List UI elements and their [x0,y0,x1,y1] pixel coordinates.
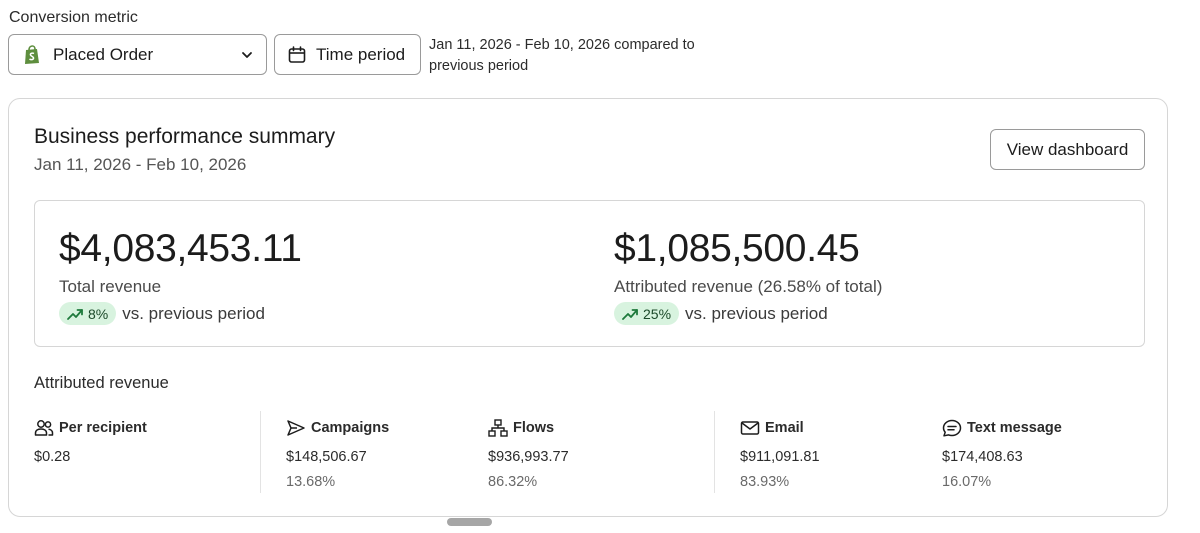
message-icon [942,419,962,437]
attributed-revenue-value: $1,085,500.45 [614,227,860,270]
comparison-text: vs. previous period [685,303,828,323]
attributed-revenue-metric: $1,085,500.45 Attributed revenue (26.58%… [614,227,882,325]
change-badge: 8% [59,302,117,325]
comparison-range-text: Jan 11, 2026 - Feb 10, 2026 compared to … [429,37,695,74]
attributed-revenue-label: Attributed revenue (26.58% of total) [614,277,883,296]
stat-text-message: Text message $174,408.63 16.07% [942,419,1062,490]
time-period-button[interactable]: Time period [274,34,421,75]
total-revenue-comparison: 8% vs. previous period [59,302,302,325]
stat-flows: Flows $936,993.77 86.32% [488,419,569,490]
trending-up-icon [622,308,638,320]
time-period-label: Time period [316,44,406,64]
flow-icon [488,419,508,437]
stat-campaigns: Campaigns $148,506.67 13.68% [286,419,389,490]
attributed-revenue-comparison: 25% vs. previous period [614,302,882,325]
people-icon [34,420,54,436]
total-revenue-label: Total revenue [59,277,162,296]
stat-label: Per recipient [59,420,147,436]
change-value: 8% [88,305,109,322]
conversion-metric-label: Conversion metric [9,9,138,26]
calendar-icon [288,45,306,63]
stat-value: $0.28 [34,449,71,465]
card-title: Business performance summary [34,125,336,148]
divider [260,411,261,493]
stat-label: Flows [513,420,555,436]
stat-percent: 83.93% [740,474,790,490]
stat-value: $911,091.81 [740,449,820,465]
stat-percent: 86.32% [488,474,538,490]
stat-percent: 13.68% [286,474,336,490]
send-icon [287,420,305,436]
business-performance-card: Business performance summary Jan 11, 202… [8,98,1168,517]
trending-up-icon [67,308,83,320]
stat-email: Email $911,091.81 83.93% [740,419,820,490]
view-dashboard-button[interactable]: View dashboard [990,129,1145,170]
total-revenue-metric: $4,083,453.11 Total revenue 8% vs. previ… [59,227,302,325]
stat-value: $148,506.67 [286,449,367,465]
stat-per-recipient: Per recipient $0.28 [34,419,147,465]
stat-label: Text message [967,420,1062,436]
divider [714,411,715,493]
chevron-down-icon [242,51,252,58]
stat-label: Email [765,420,804,436]
attributed-revenue-title: Attributed revenue [34,374,169,392]
shopify-icon [25,44,39,64]
card-date-range: Jan 11, 2026 - Feb 10, 2026 [34,155,247,174]
mail-icon [740,421,760,435]
revenue-summary-box: $4,083,453.11 Total revenue 8% vs. previ… [34,200,1145,347]
conversion-metric-value: Placed Order [53,44,154,64]
change-badge: 25% [614,302,680,325]
total-revenue-value: $4,083,453.11 [59,227,302,270]
comparison-text: vs. previous period [122,303,265,323]
resize-handle[interactable] [447,518,492,526]
stat-percent: 16.07% [942,474,992,490]
change-value: 25% [643,305,672,322]
stat-value: $174,408.63 [942,449,1023,465]
conversion-metric-select[interactable]: Placed Order [8,34,267,75]
stat-value: $936,993.77 [488,449,569,465]
stat-label: Campaigns [311,420,390,436]
